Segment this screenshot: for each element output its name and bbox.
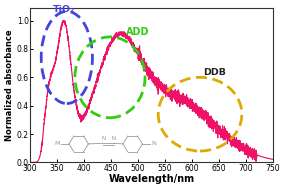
Text: M: M: [54, 141, 60, 146]
Text: TiO₂: TiO₂: [53, 5, 75, 14]
Text: N: N: [101, 136, 105, 141]
X-axis label: Wavelength/nm: Wavelength/nm: [108, 174, 195, 184]
Text: ADD: ADD: [126, 27, 150, 37]
Text: N: N: [152, 141, 156, 146]
Text: DDB: DDB: [203, 68, 226, 77]
Y-axis label: Normalized absorbance: Normalized absorbance: [5, 29, 14, 141]
Text: N: N: [111, 136, 115, 141]
